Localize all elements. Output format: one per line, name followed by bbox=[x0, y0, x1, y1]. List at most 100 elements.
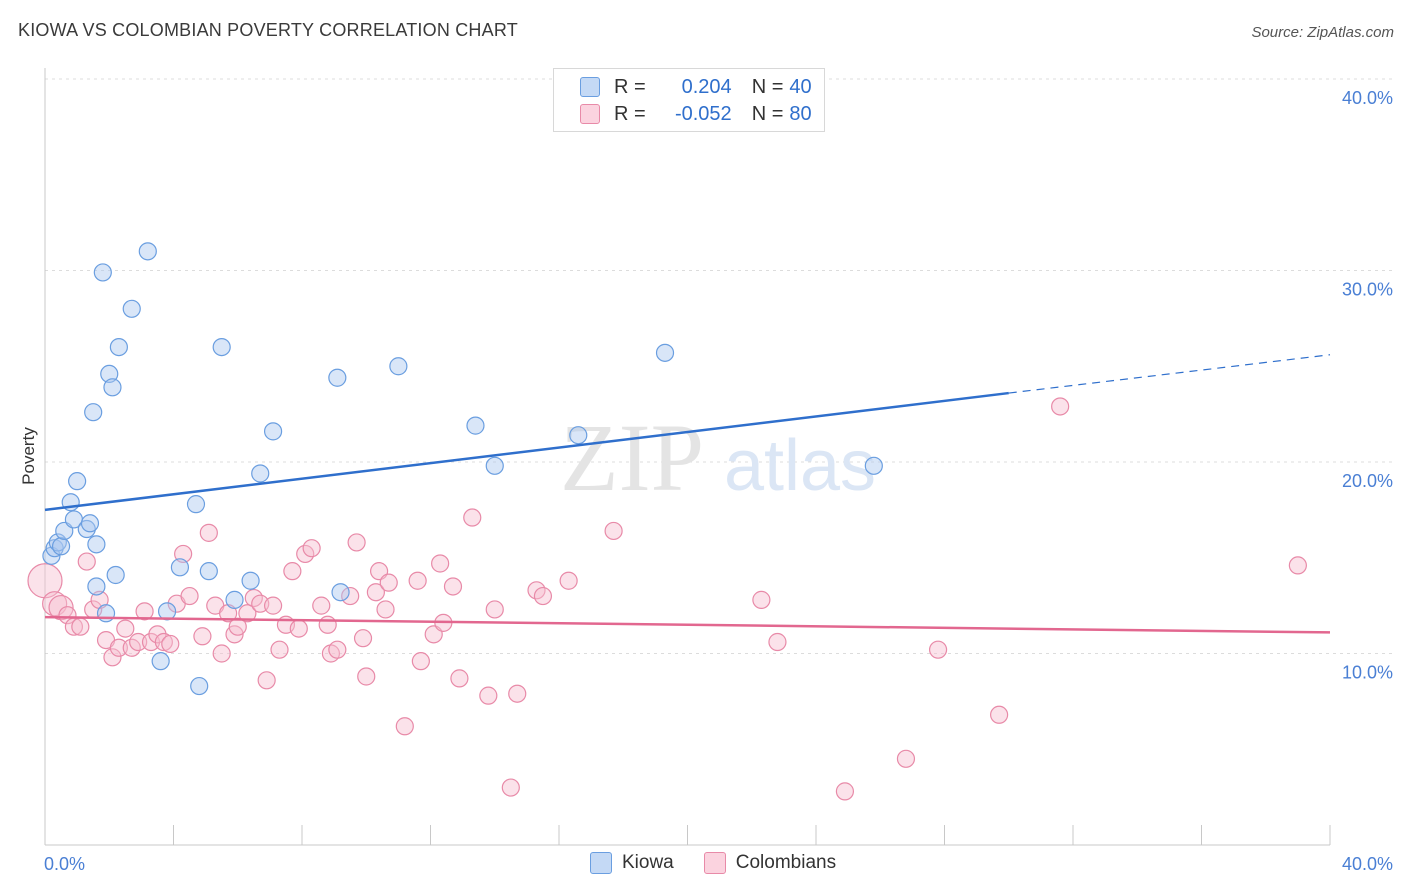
colombians-point bbox=[896, 749, 916, 768]
colombians-point bbox=[199, 523, 218, 542]
kiowa-point bbox=[466, 416, 485, 435]
kiowa-point bbox=[186, 495, 206, 514]
colombians-point bbox=[376, 600, 395, 619]
colombians-swatch bbox=[580, 104, 600, 124]
kiowa-point bbox=[199, 562, 218, 581]
colombians-n-value: 80 bbox=[789, 102, 812, 125]
x-tick-label: 0.0% bbox=[44, 854, 85, 874]
kiowa-point bbox=[84, 403, 103, 422]
colombians-point bbox=[501, 778, 520, 797]
kiowa-point bbox=[864, 456, 883, 475]
colombians-point bbox=[463, 508, 482, 527]
colombians-point bbox=[161, 634, 180, 654]
y-tick-label: 20.0% bbox=[1342, 471, 1393, 491]
kiowa-point bbox=[51, 537, 71, 556]
colombians-point bbox=[485, 600, 504, 619]
kiowa-point bbox=[485, 456, 504, 475]
kiowa-point bbox=[655, 343, 675, 362]
tick-labels: 10.0% 20.0% 30.0% 40.0% 0.0% 40.0% bbox=[44, 88, 1393, 874]
kiowa-point bbox=[251, 464, 270, 483]
chart-title: KIOWA VS COLOMBIAN POVERTY CORRELATION C… bbox=[18, 20, 518, 40]
colombians-point bbox=[379, 573, 398, 592]
series-kiowa bbox=[42, 242, 883, 696]
colombians-point bbox=[212, 644, 231, 663]
kiowa-point bbox=[151, 652, 170, 671]
kiowa-point bbox=[138, 242, 157, 261]
kiowa-point bbox=[225, 590, 244, 609]
series-colombians bbox=[27, 397, 1307, 801]
colombians-point bbox=[341, 586, 360, 606]
series-legend: Kiowa Colombians bbox=[590, 852, 866, 874]
kiowa-point bbox=[389, 357, 408, 376]
colombians-point bbox=[48, 594, 74, 621]
kiowa-swatch bbox=[580, 77, 600, 97]
kiowa-point bbox=[109, 338, 128, 357]
kiowa-r-label: R = bbox=[614, 75, 646, 98]
kiowa-point bbox=[100, 364, 119, 384]
colombians-point bbox=[604, 521, 623, 541]
axes bbox=[44, 68, 1331, 846]
colombians-point bbox=[366, 583, 385, 602]
colombians-point bbox=[1051, 397, 1070, 416]
colombians-point bbox=[270, 640, 289, 659]
kiowa-point bbox=[331, 583, 350, 602]
colombians-point bbox=[283, 562, 302, 581]
kiowa-point bbox=[93, 263, 112, 282]
kiowa-point bbox=[87, 577, 106, 596]
kiowa-point bbox=[122, 299, 141, 318]
colombians-trend-line bbox=[44, 615, 1331, 634]
colombians-point bbox=[347, 533, 366, 552]
colombians-point bbox=[109, 638, 128, 657]
colombians-legend-label: Colombians bbox=[735, 852, 837, 873]
colombians-point bbox=[357, 667, 376, 686]
colombians-point bbox=[263, 596, 283, 615]
kiowa-legend-label: Kiowa bbox=[622, 852, 674, 873]
colombians-point bbox=[27, 563, 63, 599]
colombians-point bbox=[71, 617, 90, 636]
colombians-point bbox=[116, 619, 135, 638]
kiowa-point bbox=[328, 368, 347, 387]
y-axis-label: Poverty bbox=[19, 427, 38, 485]
x-tick-label: 40.0% bbox=[1342, 854, 1393, 874]
correlation-legend: R = 0.204 N = 40 R = -0.052 N = 80 bbox=[553, 68, 825, 132]
colombians-r-label: R = bbox=[614, 102, 646, 125]
colombians-point bbox=[289, 619, 308, 638]
legend-item-kiowa[interactable]: Kiowa bbox=[590, 852, 674, 874]
colombians-point bbox=[752, 590, 771, 609]
colombians-point bbox=[77, 552, 96, 571]
kiowa-r-value: 0.204 bbox=[681, 75, 732, 98]
kiowa-point bbox=[103, 378, 122, 397]
colombians-point bbox=[135, 602, 154, 621]
colombians-point bbox=[328, 640, 347, 659]
colombians-point bbox=[450, 669, 469, 688]
watermark-zip: ZIP bbox=[560, 404, 704, 511]
colombians-point bbox=[238, 604, 257, 623]
grid-lines bbox=[45, 78, 1395, 654]
colombians-point bbox=[508, 684, 527, 703]
watermark: ZIP atlas bbox=[560, 404, 876, 511]
kiowa-trend-line bbox=[44, 391, 1009, 512]
colombians-legend-swatch bbox=[703, 852, 726, 874]
colombians-point bbox=[559, 571, 578, 590]
kiowa-point bbox=[68, 472, 87, 491]
kiowa-point bbox=[212, 338, 231, 357]
watermark-atlas: atlas bbox=[724, 426, 876, 506]
colombians-point bbox=[174, 544, 193, 564]
colombians-r-value: -0.052 bbox=[674, 102, 732, 125]
colombians-point bbox=[312, 596, 331, 615]
colombians-point bbox=[103, 648, 122, 667]
y-tick-label: 10.0% bbox=[1342, 663, 1393, 683]
kiowa-point bbox=[45, 539, 64, 558]
legend-item-colombians[interactable]: Colombians bbox=[703, 852, 837, 874]
colombians-point bbox=[353, 629, 373, 648]
kiowa-point bbox=[241, 571, 260, 590]
colombians-point bbox=[302, 539, 321, 558]
colombians-point bbox=[768, 632, 787, 652]
colombians-point bbox=[58, 606, 77, 625]
kiowa-point bbox=[87, 535, 106, 554]
colombians-point bbox=[129, 632, 148, 652]
colombians-point bbox=[411, 652, 430, 671]
colombians-n-label: N = bbox=[751, 102, 784, 125]
y-tick-label: 40.0% bbox=[1342, 88, 1393, 108]
kiowa-point bbox=[190, 676, 209, 696]
